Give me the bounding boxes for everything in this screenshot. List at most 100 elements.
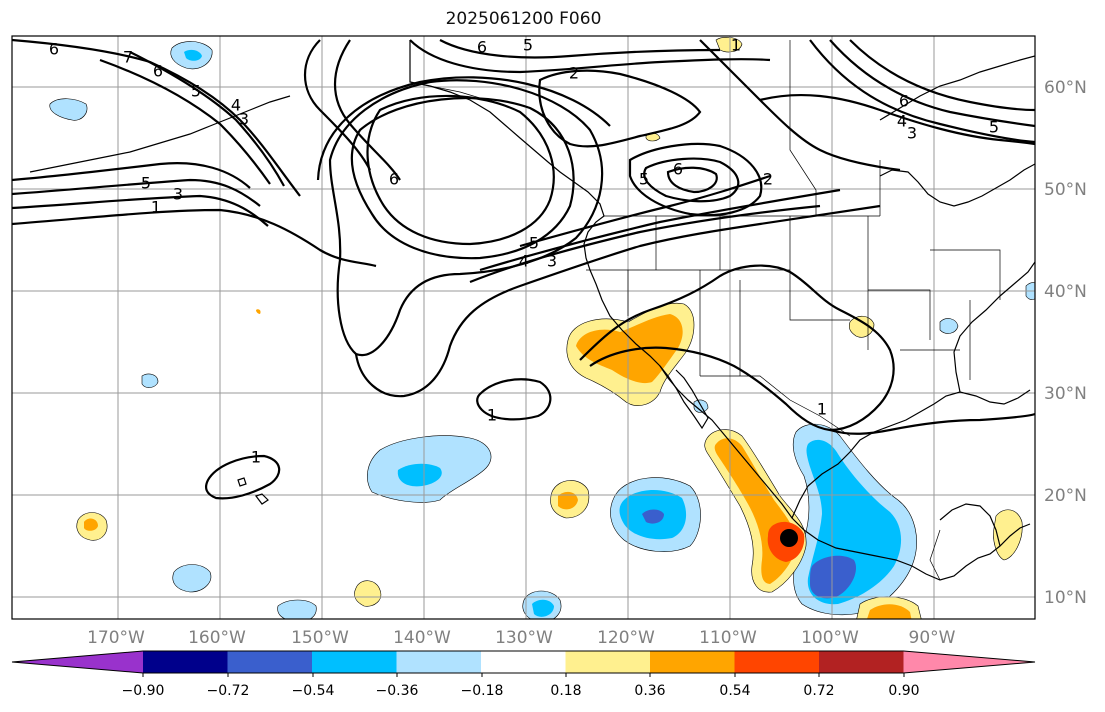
shade-max-point	[780, 529, 798, 547]
shade-negative	[277, 599, 317, 619]
latitude-labels: 60°N 50°N 40°N 30°N 20°N 10°N	[1044, 78, 1087, 608]
coastline-east	[953, 261, 1035, 393]
contour-label: 3	[547, 252, 557, 271]
contour-label: 5	[989, 118, 999, 137]
lon-label: 120°W	[597, 628, 655, 648]
lon-label: 90°W	[909, 628, 956, 648]
lon-label: 130°W	[495, 628, 553, 648]
coastline-canada-arctic	[879, 55, 1035, 121]
colorbar-segment	[227, 651, 313, 673]
lat-label: 20°N	[1044, 486, 1087, 506]
colorbar-tick-label: 0.36	[634, 683, 665, 699]
shade-negative	[49, 98, 88, 121]
contour-label: 3	[173, 185, 183, 204]
shade-positive	[354, 580, 382, 607]
colorbar-segment	[650, 651, 735, 673]
shade-positive	[84, 518, 98, 531]
colorbar-segment	[396, 651, 482, 673]
contour-label: 5	[529, 234, 539, 253]
graticule	[12, 36, 1035, 619]
contour-label: 5	[191, 82, 201, 101]
lat-label: 60°N	[1044, 78, 1087, 98]
colorbar-segment	[819, 651, 904, 673]
contour-label: 6	[899, 92, 909, 111]
colorbar-tick-label: −0.72	[207, 683, 250, 699]
coastline-aleutians	[29, 95, 291, 173]
shade-positive	[993, 509, 1023, 561]
coastline-gulf	[791, 389, 1031, 519]
contour-label: 3	[239, 110, 249, 129]
contour-label: 6	[49, 40, 59, 59]
lon-label: 160°W	[188, 628, 246, 648]
longitude-labels: 170°W 160°W 150°W 140°W 130°W 120°W 110°…	[87, 628, 956, 648]
political-borders	[409, 40, 1001, 581]
colorbar-tick-label: −0.36	[376, 683, 419, 699]
colorbar-tick-label: 0.18	[550, 683, 581, 699]
lat-label: 10°N	[1044, 588, 1087, 608]
colorbar-segment	[312, 651, 397, 673]
map-frame	[11, 35, 1036, 620]
contour-label: 6	[389, 170, 399, 189]
contour-label: 5	[141, 174, 151, 193]
contours	[12, 38, 1035, 500]
coastline-baja	[659, 365, 709, 430]
colorbar-extend-max	[903, 651, 1035, 673]
contour-label: 4	[897, 112, 907, 131]
lon-label: 100°W	[801, 628, 859, 648]
coastline-hawaii	[237, 477, 269, 505]
colorbar-ticks: −0.90 −0.72 −0.54 −0.36 −0.18 0.18 0.36 …	[122, 673, 920, 699]
contour-labels: 6 7 6 5 4 3 1 5 3 6 5 4 3 6 5 2 5 6 2 1 …	[49, 36, 999, 467]
contour-label: 6	[477, 38, 487, 57]
contour-label: 1	[731, 36, 741, 55]
colorbar	[11, 650, 1036, 674]
colorbar-tick-label: 0.72	[803, 683, 834, 699]
colorbar-tick-label: −0.54	[292, 683, 335, 699]
shade-negative	[642, 509, 664, 524]
contour-label: 7	[123, 48, 133, 67]
contour-label: 4	[231, 96, 241, 115]
colorbar-segment	[143, 651, 228, 673]
colorbar-tick-label: −0.90	[122, 683, 165, 699]
shade-negative	[397, 463, 442, 487]
contour-label: 1	[251, 448, 261, 467]
contour-label: 2	[569, 64, 579, 83]
contour-label: 1	[487, 406, 497, 425]
colorbar-segment	[734, 651, 820, 673]
shade-positive	[715, 37, 743, 53]
colorbar-segment	[481, 651, 566, 673]
shade-negative	[532, 599, 554, 617]
contour-label: 1	[151, 198, 161, 217]
contour-label: 6	[153, 62, 163, 81]
contour-label: 4	[519, 252, 529, 271]
shade-negative	[939, 318, 959, 334]
lat-label: 40°N	[1044, 282, 1087, 302]
shade-positive	[256, 309, 261, 314]
lon-label: 140°W	[393, 628, 451, 648]
coastline-hudson	[879, 163, 1035, 207]
map-content: 6 7 6 5 4 3 1 5 3 6 5 4 3 6 5 2 5 6 2 1 …	[12, 36, 1035, 619]
shade-positive	[576, 314, 683, 384]
shade-negative	[184, 49, 202, 61]
contour-label: 5	[639, 170, 649, 189]
shade-positive	[558, 491, 578, 510]
colorbar-tick-label: 0.90	[888, 683, 919, 699]
coastline-yucatan	[939, 503, 1001, 547]
lon-label: 110°W	[699, 628, 757, 648]
lon-label: 150°W	[291, 628, 349, 648]
shade-positive	[867, 604, 912, 619]
shade-negative	[172, 564, 212, 593]
lat-label: 50°N	[1044, 180, 1087, 200]
contour-label: 3	[907, 124, 917, 143]
shade-negative	[810, 555, 857, 599]
contour-label: 1	[817, 400, 827, 419]
map-title: 2025061200 F060	[445, 9, 602, 29]
shade-negative	[141, 373, 159, 388]
colorbar-extend-min	[12, 651, 143, 673]
colorbar-tick-label: 0.54	[719, 683, 750, 699]
contour-label: 6	[673, 160, 683, 179]
lat-label: 30°N	[1044, 384, 1087, 404]
contour-label: 2	[763, 170, 773, 189]
contour-label: 5	[523, 36, 533, 55]
colorbar-tick-label: −0.18	[461, 683, 504, 699]
